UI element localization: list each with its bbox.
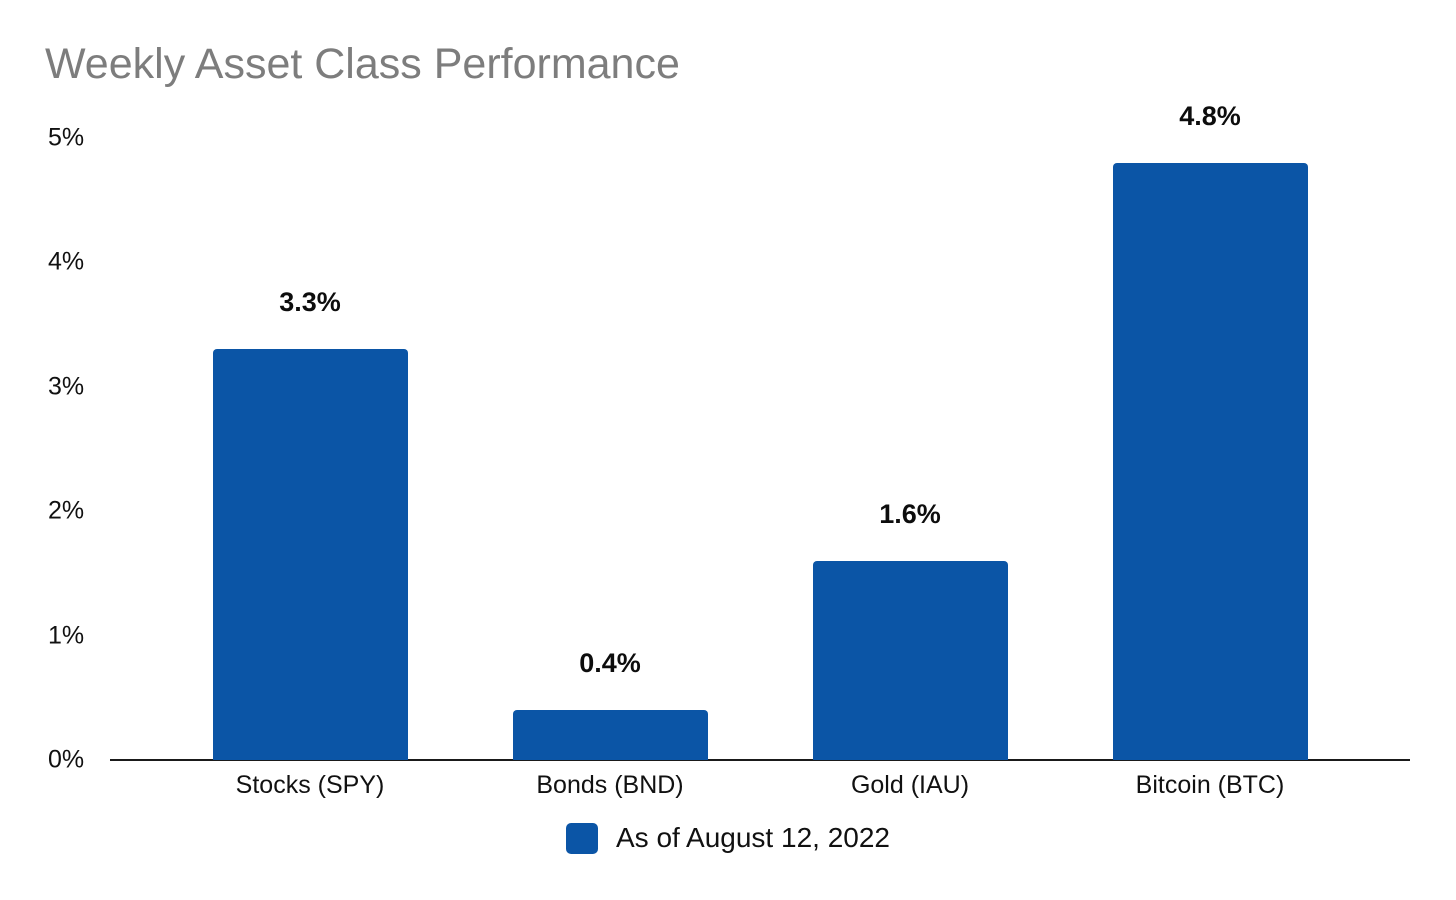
chart-title: Weekly Asset Class Performance — [45, 40, 680, 88]
bar-value-label: 4.8% — [1179, 100, 1241, 131]
legend-swatch — [566, 822, 598, 854]
y-axis-tick-label: 3% — [48, 372, 85, 401]
bar-Bonds (BND) — [512, 710, 708, 760]
y-axis-tick-label: 0% — [48, 745, 85, 774]
bar-value-label: 1.6% — [879, 498, 941, 529]
bar-Stocks (SPY) — [212, 349, 408, 760]
y-axis-tick-label: 2% — [48, 496, 85, 525]
bar-value-label: 3.3% — [279, 287, 341, 318]
legend-label: As of August 12, 2022 — [616, 822, 890, 853]
bar-Gold (IAU) — [812, 560, 1008, 760]
x-axis-line — [110, 759, 1410, 761]
y-axis-tick-label: 5% — [48, 123, 85, 152]
y-axis-tick-label: 4% — [48, 247, 85, 276]
legend: As of August 12, 2022 — [0, 822, 1456, 854]
x-axis-category-label: Bonds (BND) — [536, 771, 684, 799]
x-axis-category-label: Gold (IAU) — [850, 771, 970, 799]
x-axis-category-label: Bitcoin (BTC) — [1135, 771, 1285, 799]
y-axis-tick-label: 1% — [48, 621, 85, 650]
x-axis-category-label: Stocks (SPY) — [235, 771, 385, 799]
bar-Bitcoin (BTC) — [1112, 162, 1308, 760]
bar-value-label: 0.4% — [579, 648, 641, 679]
